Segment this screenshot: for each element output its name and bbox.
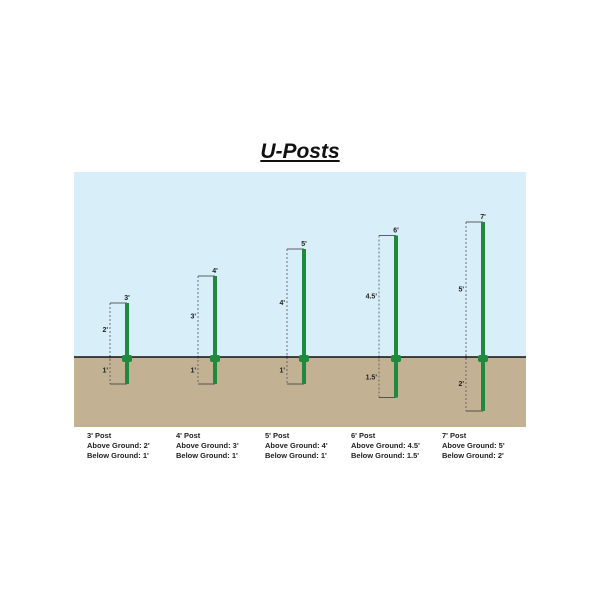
post-caption: 3' Post Above Ground: 2' Below Ground: 1': [87, 431, 150, 461]
above-ground-label: 4': [279, 300, 285, 307]
post-height-label: 4': [212, 268, 218, 275]
caption-below: Below Ground: 1': [265, 451, 327, 460]
above-ground-label: 3': [190, 314, 196, 321]
post-anchor-plate: [391, 355, 401, 362]
caption-name: 3' Post: [87, 431, 112, 440]
post-anchor-plate: [478, 355, 488, 362]
ground-marker: [285, 355, 289, 359]
below-ground-label: 1': [102, 368, 108, 375]
diagram-title: U-Posts: [260, 140, 340, 163]
caption-below: Below Ground: 1': [87, 451, 149, 460]
caption-above: Above Ground: 4': [265, 441, 328, 450]
post-anchor-plate: [122, 355, 132, 362]
post: [125, 303, 129, 384]
post-height-label: 5': [301, 241, 307, 248]
caption-above: Above Ground: 4.5': [351, 441, 420, 450]
caption-name: 4' Post: [176, 431, 201, 440]
post-height-label: 6': [393, 228, 399, 235]
post-anchor-plate: [210, 355, 220, 362]
post: [394, 235, 398, 398]
caption-above: Above Ground: 2': [87, 441, 150, 450]
caption-name: 7' Post: [442, 431, 467, 440]
sky-area: [74, 172, 526, 357]
below-ground-label: 1': [279, 368, 285, 375]
post: [213, 276, 217, 384]
caption-above: Above Ground: 5': [442, 441, 505, 450]
ground-marker: [464, 355, 468, 359]
caption-below: Below Ground: 1': [176, 451, 238, 460]
ground-marker: [377, 355, 381, 359]
post-caption: 7' Post Above Ground: 5' Below Ground: 2': [442, 431, 505, 461]
below-ground-label: 1.5': [366, 374, 378, 381]
below-ground-label: 1': [190, 368, 196, 375]
post-anchor-plate: [299, 355, 309, 362]
caption-below: Below Ground: 2': [442, 451, 504, 460]
below-ground-label: 2': [458, 381, 464, 388]
ground-marker: [108, 355, 112, 359]
post-height-label: 3': [124, 295, 130, 302]
ground-marker: [196, 355, 200, 359]
post: [481, 222, 485, 411]
caption-below: Below Ground: 1.5': [351, 451, 420, 460]
above-ground-label: 5': [458, 287, 464, 294]
caption-name: 5' Post: [265, 431, 290, 440]
caption-above: Above Ground: 3': [176, 441, 239, 450]
above-ground-label: 2': [102, 327, 108, 334]
post: [302, 249, 306, 384]
post-caption: 4' Post Above Ground: 3' Below Ground: 1': [176, 431, 239, 461]
caption-name: 6' Post: [351, 431, 376, 440]
post-caption: 5' Post Above Ground: 4' Below Ground: 1': [265, 431, 328, 461]
above-ground-label: 4.5': [366, 293, 378, 300]
ground-area: [74, 357, 526, 427]
post-caption: 6' Post Above Ground: 4.5' Below Ground: 1…: [351, 431, 420, 461]
post-height-label: 7': [480, 214, 486, 221]
